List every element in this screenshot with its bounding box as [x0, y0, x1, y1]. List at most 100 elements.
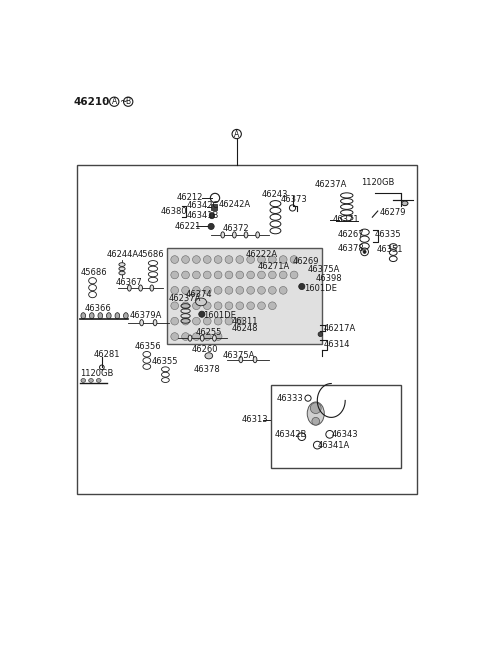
Ellipse shape — [119, 267, 125, 271]
Text: 46279: 46279 — [379, 208, 406, 217]
Ellipse shape — [402, 201, 408, 206]
Circle shape — [204, 286, 211, 294]
Text: 46380: 46380 — [161, 206, 187, 215]
Circle shape — [290, 255, 298, 263]
Text: 46341B: 46341B — [186, 211, 219, 220]
Circle shape — [236, 286, 244, 294]
Circle shape — [181, 302, 190, 310]
Circle shape — [199, 311, 205, 317]
Text: 46242A: 46242A — [219, 200, 251, 208]
Circle shape — [204, 271, 211, 279]
Ellipse shape — [221, 232, 225, 238]
Text: 46221: 46221 — [175, 222, 201, 231]
Ellipse shape — [213, 335, 216, 341]
Circle shape — [312, 417, 320, 425]
Ellipse shape — [239, 356, 243, 363]
Ellipse shape — [119, 271, 125, 275]
Circle shape — [214, 317, 222, 325]
Circle shape — [192, 333, 200, 341]
Circle shape — [204, 255, 211, 263]
Text: 1120GB: 1120GB — [360, 178, 394, 187]
Circle shape — [192, 317, 200, 325]
Circle shape — [247, 302, 254, 310]
Text: 46243: 46243 — [262, 189, 288, 198]
Circle shape — [247, 255, 254, 263]
Circle shape — [279, 255, 287, 263]
Ellipse shape — [89, 379, 93, 383]
Circle shape — [171, 333, 179, 341]
Text: 1601DE: 1601DE — [204, 311, 236, 320]
Text: 46271A: 46271A — [258, 262, 290, 271]
Circle shape — [214, 302, 222, 310]
Circle shape — [236, 302, 244, 310]
Ellipse shape — [128, 285, 131, 291]
Text: 46356: 46356 — [134, 342, 161, 351]
Ellipse shape — [232, 232, 236, 238]
Text: A: A — [234, 130, 240, 139]
Circle shape — [171, 317, 179, 325]
Text: 46343: 46343 — [331, 430, 358, 439]
Text: 45686: 45686 — [80, 268, 107, 277]
Circle shape — [181, 333, 190, 341]
Circle shape — [258, 302, 265, 310]
Circle shape — [171, 302, 179, 310]
Bar — [271, 385, 401, 468]
Circle shape — [204, 317, 211, 325]
Text: 46379A: 46379A — [130, 311, 162, 320]
Ellipse shape — [98, 312, 103, 319]
Ellipse shape — [256, 232, 260, 238]
Circle shape — [204, 302, 211, 310]
Text: 46244A: 46244A — [107, 250, 139, 259]
Circle shape — [214, 271, 222, 279]
Ellipse shape — [81, 379, 85, 383]
Circle shape — [225, 255, 233, 263]
Text: 46367: 46367 — [116, 278, 143, 287]
Ellipse shape — [150, 285, 154, 291]
Text: 46237A: 46237A — [168, 293, 201, 303]
Ellipse shape — [209, 213, 215, 219]
Bar — [167, 248, 322, 345]
Circle shape — [214, 286, 222, 294]
Text: 46375A: 46375A — [308, 265, 340, 274]
Text: 46281: 46281 — [94, 350, 120, 359]
Circle shape — [236, 317, 244, 325]
Ellipse shape — [123, 312, 128, 319]
Text: 46378: 46378 — [337, 244, 364, 252]
Circle shape — [247, 271, 254, 279]
Circle shape — [299, 284, 305, 290]
Circle shape — [318, 332, 323, 337]
Circle shape — [279, 286, 287, 294]
Text: 46373: 46373 — [281, 195, 308, 204]
Circle shape — [181, 286, 190, 294]
Circle shape — [268, 286, 276, 294]
Text: 46335: 46335 — [375, 230, 401, 238]
Ellipse shape — [139, 285, 143, 291]
Circle shape — [311, 403, 321, 413]
Ellipse shape — [253, 356, 257, 363]
Text: 46248: 46248 — [232, 324, 259, 333]
Ellipse shape — [107, 312, 111, 319]
Ellipse shape — [115, 312, 120, 319]
Ellipse shape — [188, 335, 192, 341]
Circle shape — [181, 255, 190, 263]
Text: 46255: 46255 — [196, 328, 222, 337]
Circle shape — [214, 333, 222, 341]
Circle shape — [268, 255, 276, 263]
Ellipse shape — [89, 312, 94, 319]
Text: B: B — [126, 97, 131, 106]
Ellipse shape — [307, 402, 324, 425]
Circle shape — [171, 255, 179, 263]
Circle shape — [171, 286, 179, 294]
Text: 46366: 46366 — [85, 303, 111, 312]
Circle shape — [236, 255, 244, 263]
Text: 46217A: 46217A — [324, 324, 356, 333]
Circle shape — [192, 271, 200, 279]
Circle shape — [181, 317, 190, 325]
Ellipse shape — [205, 353, 213, 359]
Text: 46267: 46267 — [337, 230, 364, 238]
Text: 46398: 46398 — [316, 274, 342, 284]
Circle shape — [268, 302, 276, 310]
Text: 46375A: 46375A — [223, 351, 255, 360]
Circle shape — [225, 317, 233, 325]
Text: 46351: 46351 — [376, 245, 403, 254]
